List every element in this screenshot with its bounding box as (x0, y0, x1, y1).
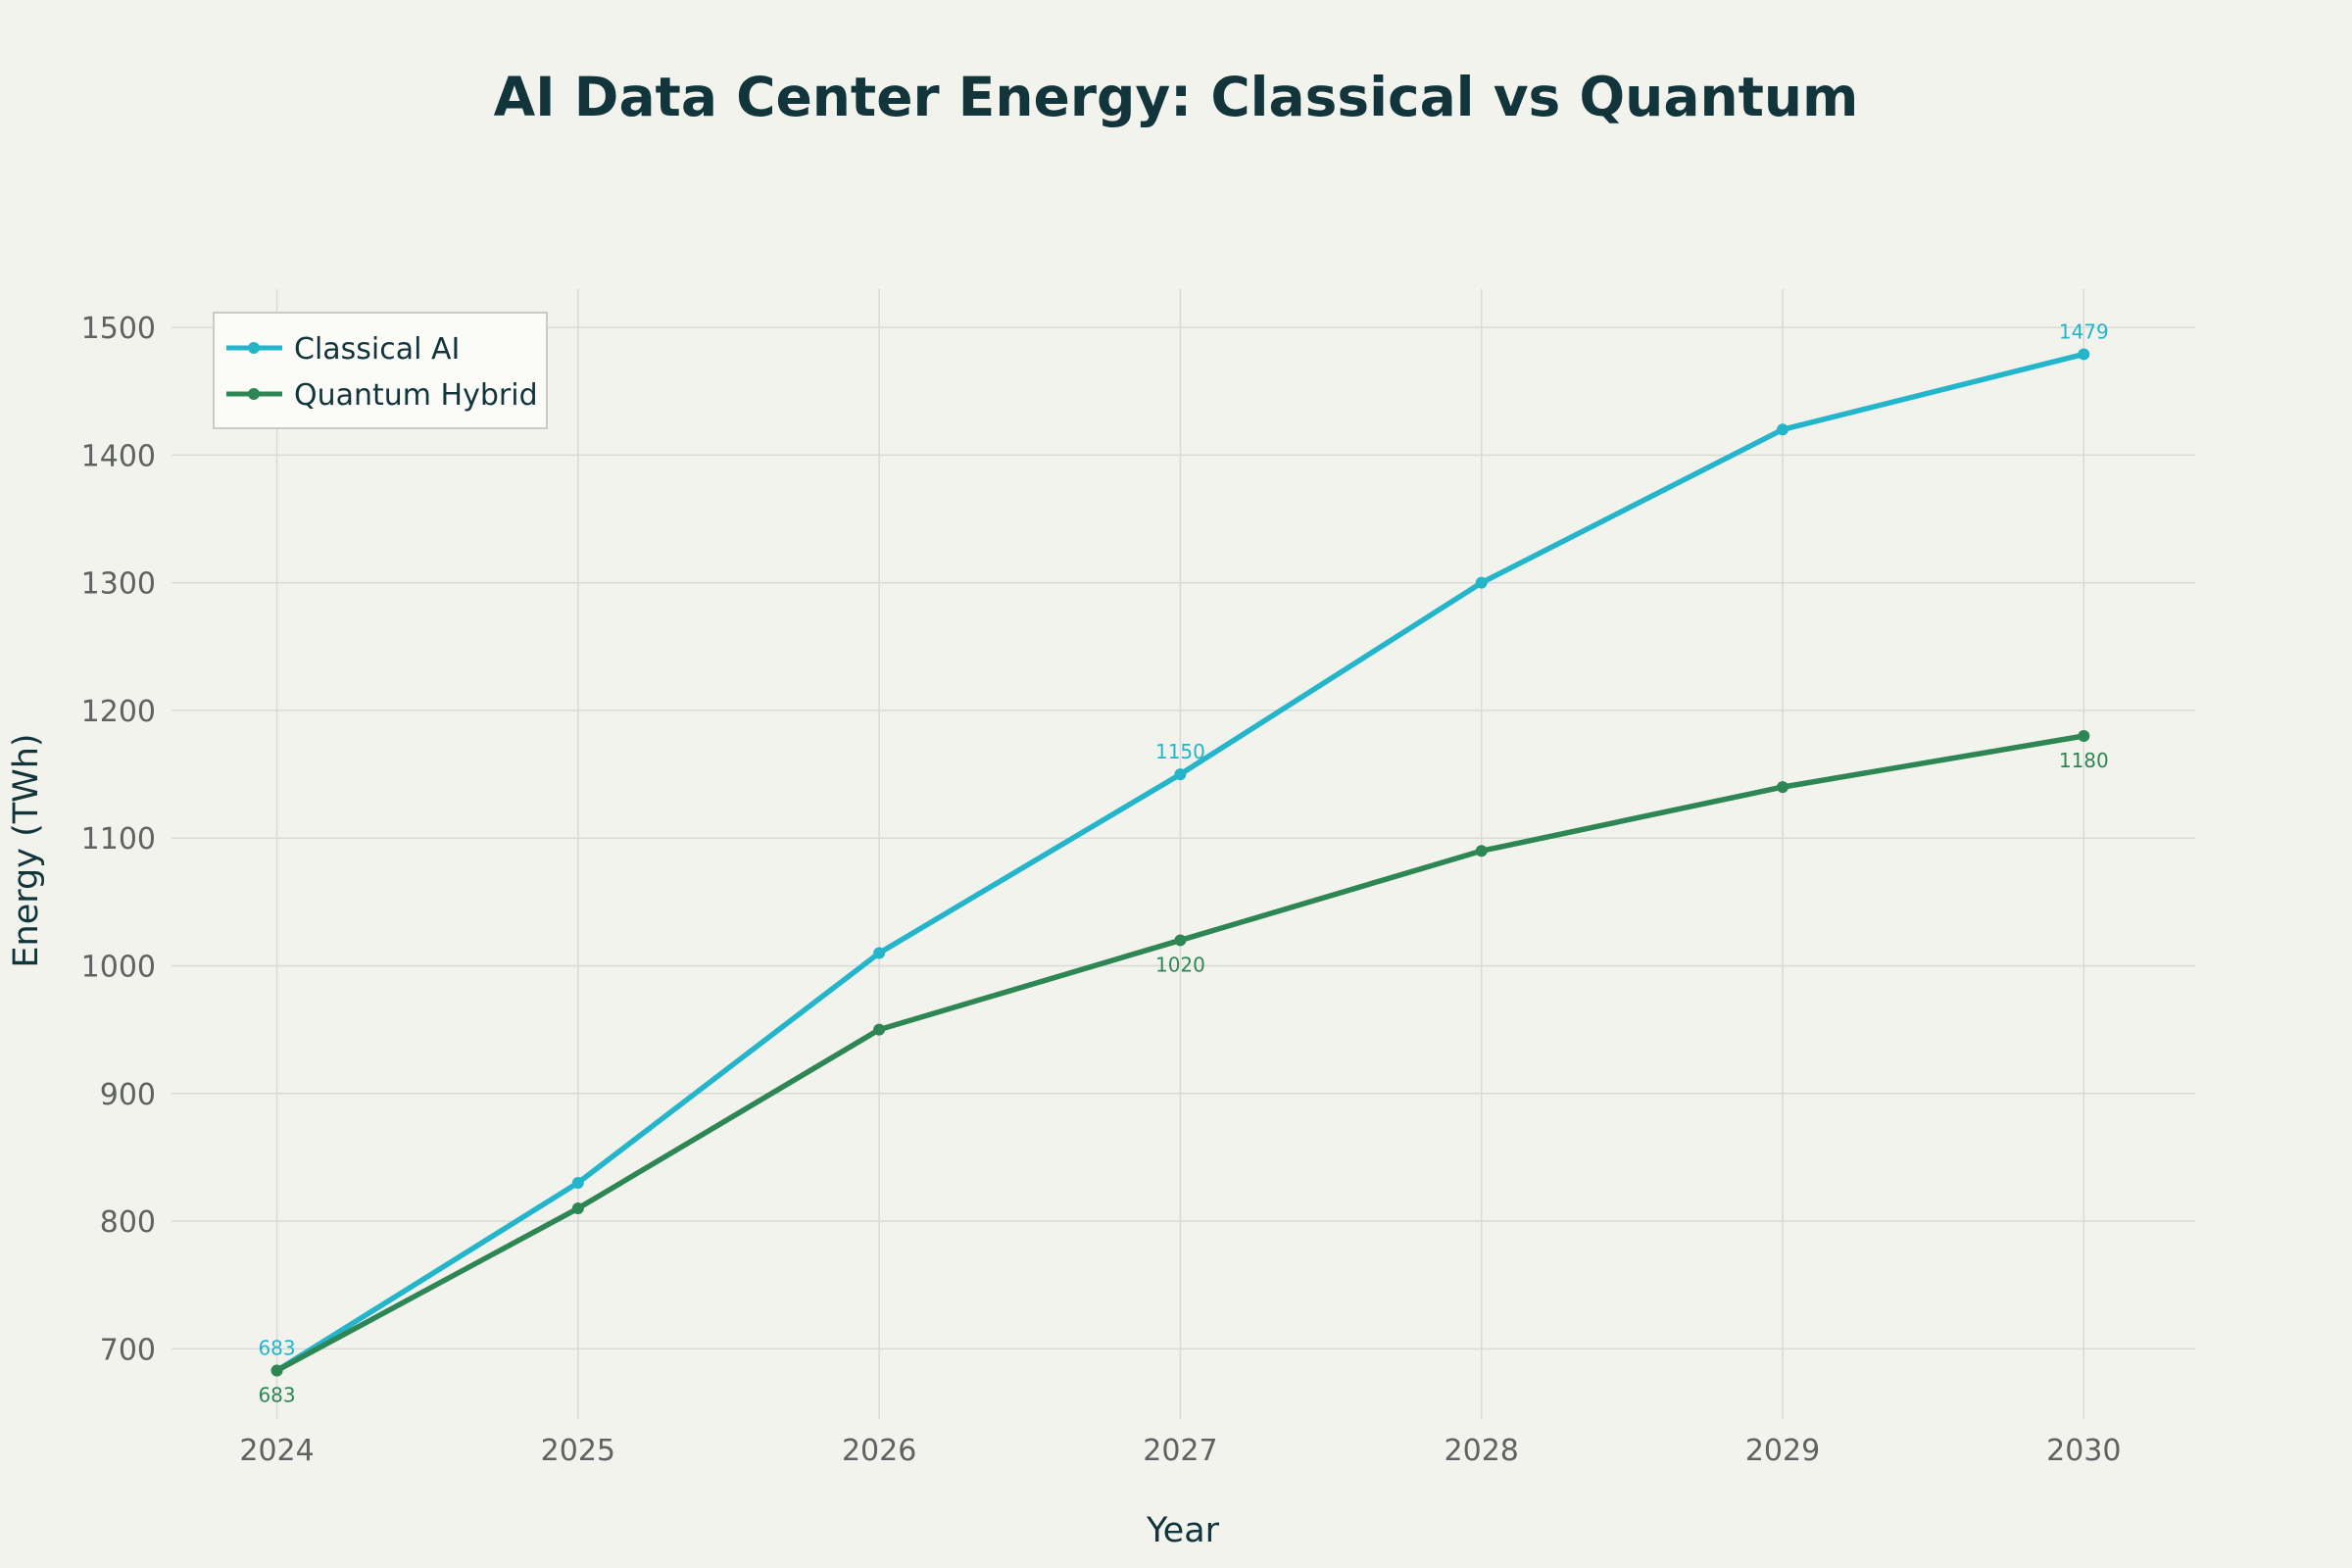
data-point-classical-ai[interactable] (873, 947, 886, 959)
data-label-classical-ai: 1479 (2059, 319, 2109, 343)
legend[interactable]: Classical AI Quantum Hybrid (213, 312, 548, 429)
y-tick-label: 1400 (81, 439, 156, 473)
chart-title: AI Data Center Energy: Classical vs Quan… (494, 66, 1859, 128)
data-label-classical-ai: 683 (258, 1336, 295, 1359)
data-point-quantum-hybrid[interactable] (2078, 729, 2090, 742)
legend-marker-quantum-hybrid (248, 388, 260, 400)
axis-ticks: 700 800 900 1000 1100 1200 1300 1400 1500 2024 202… (81, 312, 2122, 1468)
data-point-quantum-hybrid[interactable] (873, 1023, 886, 1036)
data-points (270, 348, 2090, 1377)
data-point-quantum-hybrid[interactable] (270, 1364, 283, 1377)
legend-box (213, 312, 548, 429)
x-tick-label: 2024 (239, 1434, 314, 1468)
legend-label-quantum-hybrid: Quantum Hybrid (294, 378, 538, 413)
data-point-classical-ai[interactable] (1174, 768, 1187, 781)
y-tick-label: 1500 (81, 312, 156, 346)
y-tick-label: 1200 (81, 695, 156, 729)
y-tick-label: 1000 (81, 950, 156, 984)
data-point-classical-ai[interactable] (571, 1176, 584, 1189)
x-tick-label: 2027 (1143, 1434, 1217, 1468)
data-label-quantum-hybrid: 683 (258, 1383, 295, 1406)
x-tick-label: 2030 (2046, 1434, 2121, 1468)
y-axis-title: Energy (TWh) (7, 733, 46, 967)
data-label-quantum-hybrid: 1020 (1155, 953, 1205, 976)
y-tick-label: 700 (100, 1333, 156, 1367)
legend-item-classical-ai[interactable]: Classical AI (226, 332, 460, 367)
data-point-classical-ai[interactable] (2078, 348, 2090, 361)
data-label-classical-ai: 1150 (1155, 740, 1205, 763)
data-point-classical-ai[interactable] (1475, 576, 1488, 589)
x-tick-label: 2028 (1445, 1434, 1519, 1468)
x-tick-label: 2026 (842, 1434, 916, 1468)
y-tick-label: 900 (100, 1078, 156, 1112)
y-tick-label: 1300 (81, 567, 156, 602)
legend-marker-classical-ai (248, 342, 260, 354)
data-point-quantum-hybrid[interactable] (1174, 934, 1187, 947)
y-tick-label: 1100 (81, 822, 156, 857)
legend-label-classical-ai: Classical AI (294, 332, 460, 367)
x-tick-label: 2025 (541, 1434, 615, 1468)
y-tick-label: 800 (100, 1205, 156, 1240)
data-point-quantum-hybrid[interactable] (571, 1202, 584, 1215)
x-axis-title: Year (1146, 1511, 1220, 1550)
data-label-quantum-hybrid: 1180 (2059, 749, 2109, 772)
data-point-classical-ai[interactable] (1777, 423, 1789, 436)
data-labels: 683 1150 1479 683 1020 1180 (258, 319, 2108, 1406)
legend-item-quantum-hybrid[interactable]: Quantum Hybrid (226, 378, 538, 413)
data-point-quantum-hybrid[interactable] (1777, 781, 1789, 794)
x-tick-label: 2029 (1745, 1434, 1820, 1468)
data-point-quantum-hybrid[interactable] (1475, 845, 1488, 858)
